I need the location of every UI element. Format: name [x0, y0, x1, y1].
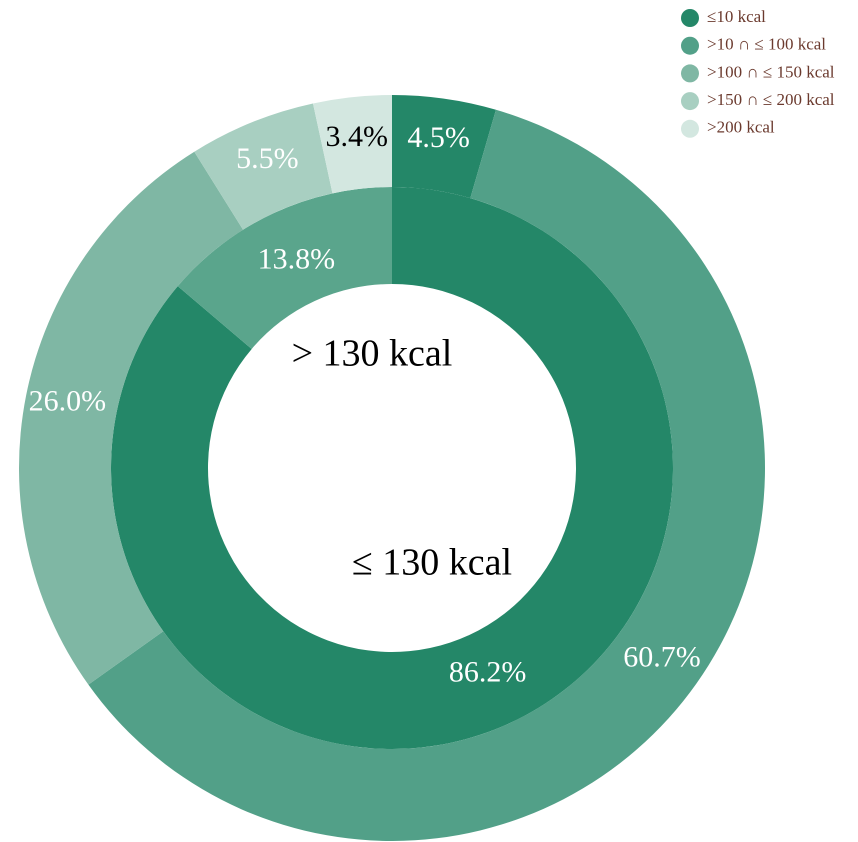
value-label: 5.5% [236, 142, 299, 175]
center-label: > 130 kcal [292, 333, 453, 375]
legend-label: >150 ∩ ≤ 200 kcal [707, 90, 835, 109]
donut-segment [194, 103, 333, 230]
center-label: ≤ 130 kcal [352, 542, 512, 584]
value-label: 3.4% [325, 120, 388, 153]
donut-segment [392, 95, 496, 199]
legend-marker [681, 36, 699, 55]
value-label: 26.0% [29, 384, 107, 417]
donut-segment [177, 186, 392, 349]
donut-segment [111, 187, 674, 749]
legend-marker [681, 9, 699, 27]
legend-marker [681, 92, 699, 111]
legend-label: >100 ∩ ≤ 150 kcal [707, 62, 835, 81]
value-label: 60.7% [623, 640, 701, 673]
legend-label: >200 kcal [707, 118, 775, 137]
legend-marker [681, 64, 699, 83]
legend-marker [681, 119, 699, 138]
donut-segment [18, 151, 244, 685]
donut-segment [312, 95, 392, 194]
legend-label: ≤10 kcal [707, 7, 766, 26]
value-label: 86.2% [449, 655, 527, 688]
value-label: 4.5% [407, 121, 470, 154]
legend-label: >10 ∩ ≤ 100 kcal [707, 35, 826, 54]
value-label: 13.8% [258, 242, 336, 275]
